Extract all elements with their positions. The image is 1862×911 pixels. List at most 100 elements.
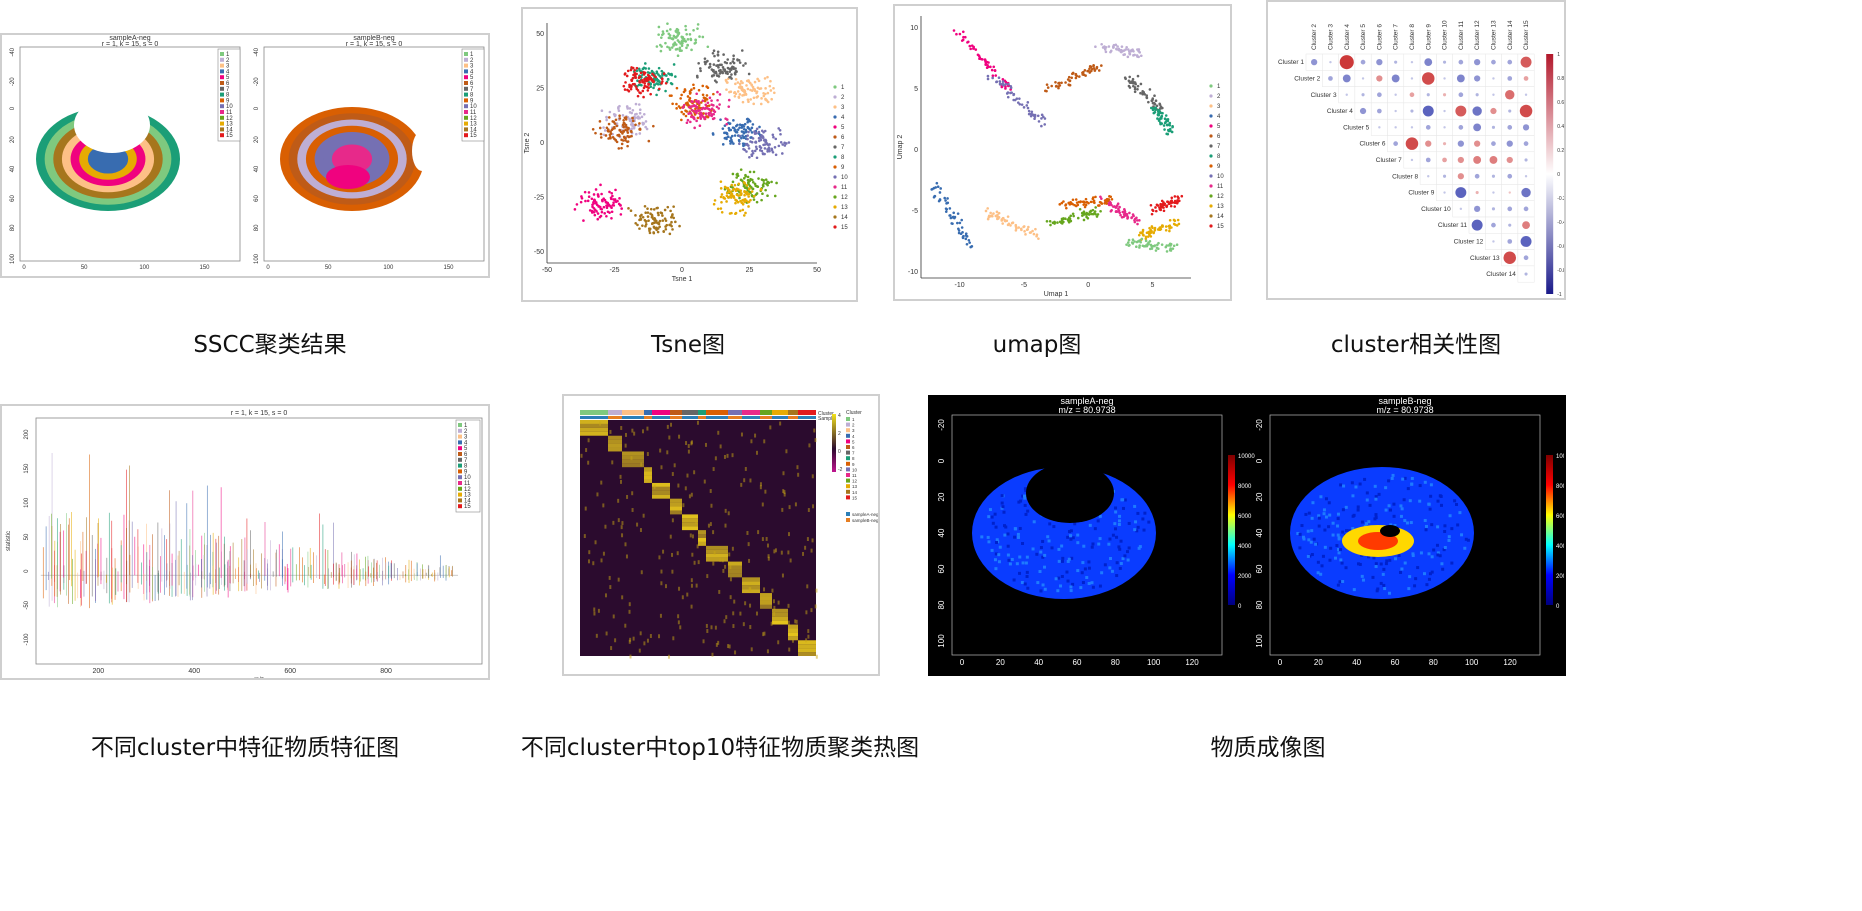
umap-point <box>1006 95 1010 99</box>
heatmap-high-cell <box>706 549 728 554</box>
heatmap-high-cell <box>772 616 788 621</box>
tsne-point <box>631 108 635 112</box>
tsne-point <box>697 62 700 65</box>
corr-circle <box>1474 173 1480 179</box>
umap-point <box>1069 219 1072 223</box>
imaging-y-tick-label: 40 <box>1255 528 1264 537</box>
imaging-pixel <box>1321 554 1325 558</box>
heatmap-noise-cell <box>605 631 608 636</box>
heatmap-high-cell <box>670 502 682 507</box>
sscc-x-tick-label: 150 <box>199 265 210 271</box>
tsne-legend-label: 3 <box>841 105 845 111</box>
tsne-point <box>723 124 727 127</box>
umap-point <box>1163 121 1167 125</box>
umap-point <box>1109 209 1113 213</box>
tsne-point <box>599 136 603 139</box>
sscc-y-tick-label: 20 <box>254 136 260 143</box>
tsne-point <box>618 117 622 120</box>
umap-point <box>1131 77 1135 81</box>
tsne-point <box>647 219 650 222</box>
tsne-point <box>749 98 752 101</box>
sscc-legend-label: 12 <box>226 116 233 122</box>
corr-circle <box>1409 92 1415 98</box>
heatmap-sample-annotation <box>670 416 682 419</box>
umap-point <box>1069 214 1073 218</box>
imaging-pixel <box>1118 514 1122 518</box>
umap-point <box>1148 88 1152 91</box>
heatmap-sample-label: sampleA-neg <box>852 512 878 517</box>
umap-point <box>1026 101 1030 104</box>
heatmap-noise-cell <box>631 428 634 433</box>
imaging-pixel <box>1341 530 1345 534</box>
imaging-pixel <box>1135 529 1139 533</box>
sscc-hilum <box>74 97 150 153</box>
tsne-point <box>604 134 608 137</box>
heatmap-noise-cell <box>709 489 712 493</box>
corr-circle <box>1427 175 1430 178</box>
spectra-y-tick-label: 200 <box>24 429 30 440</box>
corr-circle <box>1491 207 1496 211</box>
heatmap-legend-label: 6 <box>852 445 855 450</box>
imaging-pixel <box>1069 529 1073 533</box>
umap-point <box>958 32 962 36</box>
tsne-point <box>656 206 659 210</box>
tsne-point <box>676 34 679 37</box>
tsne-point <box>644 222 648 226</box>
heatmap-noise-cell <box>704 442 707 447</box>
tsne-point <box>625 74 629 78</box>
tsne-point <box>658 225 661 229</box>
sscc-y-tick-label: 0 <box>10 106 16 110</box>
sscc-y-tick-label: 0 <box>254 106 260 110</box>
tsne-point <box>619 213 623 216</box>
imaging-pixel <box>1351 514 1355 518</box>
imaging-pixel <box>1389 508 1393 512</box>
tsne-point <box>726 66 730 70</box>
tsne-point <box>759 136 762 140</box>
tsne-point <box>755 90 759 93</box>
imaging-pixel <box>1419 551 1423 555</box>
imaging-pixel <box>1000 501 1004 505</box>
umap-point <box>1160 243 1164 246</box>
umap-point <box>1129 49 1133 53</box>
imaging-pixel <box>1342 484 1346 488</box>
tsne-point <box>734 211 738 215</box>
corr-row-label: Cluster 4 <box>1327 108 1353 115</box>
imaging-pixel <box>1408 575 1412 579</box>
imaging-pixel <box>1119 562 1123 566</box>
tsne-point <box>728 70 732 73</box>
sscc-x-tick-label: 150 <box>443 265 454 271</box>
tsne-point <box>779 132 782 136</box>
tsne-point <box>609 196 613 200</box>
corr-row-label: Cluster 5 <box>1343 124 1369 131</box>
heatmap-high-cell <box>580 431 608 436</box>
tsne-point <box>753 88 757 91</box>
spectra-legend-label: 4 <box>464 440 468 446</box>
tsne-point <box>752 194 756 198</box>
imaging-pixel <box>1061 556 1065 560</box>
tsne-point <box>753 182 757 186</box>
umap-point <box>1174 201 1177 205</box>
tsne-point <box>635 66 639 70</box>
tsne-point <box>629 119 633 122</box>
tsne-point <box>693 42 697 45</box>
umap-point <box>997 211 1001 215</box>
tsne-point <box>695 105 699 109</box>
umap-point <box>1042 115 1045 119</box>
tsne-point <box>706 101 710 105</box>
heatmap-noise-cell <box>658 634 661 639</box>
tsne-point <box>738 134 741 138</box>
tsne-point <box>734 201 737 205</box>
heatmap-high-cell <box>788 636 798 641</box>
tsne-point <box>638 111 642 115</box>
imaging-pixel <box>1427 552 1431 556</box>
tsne-point <box>764 87 767 90</box>
tsne-point <box>766 194 769 198</box>
imaging-pixel <box>1108 566 1112 570</box>
imaging-pixel <box>1056 589 1060 593</box>
tsne-point <box>648 227 652 231</box>
spectra-legend-swatch <box>458 481 462 485</box>
heatmap-noise-cell <box>619 479 622 484</box>
tsne-y-tick-label: -25 <box>534 195 544 202</box>
imaging-pixel <box>1409 521 1413 525</box>
